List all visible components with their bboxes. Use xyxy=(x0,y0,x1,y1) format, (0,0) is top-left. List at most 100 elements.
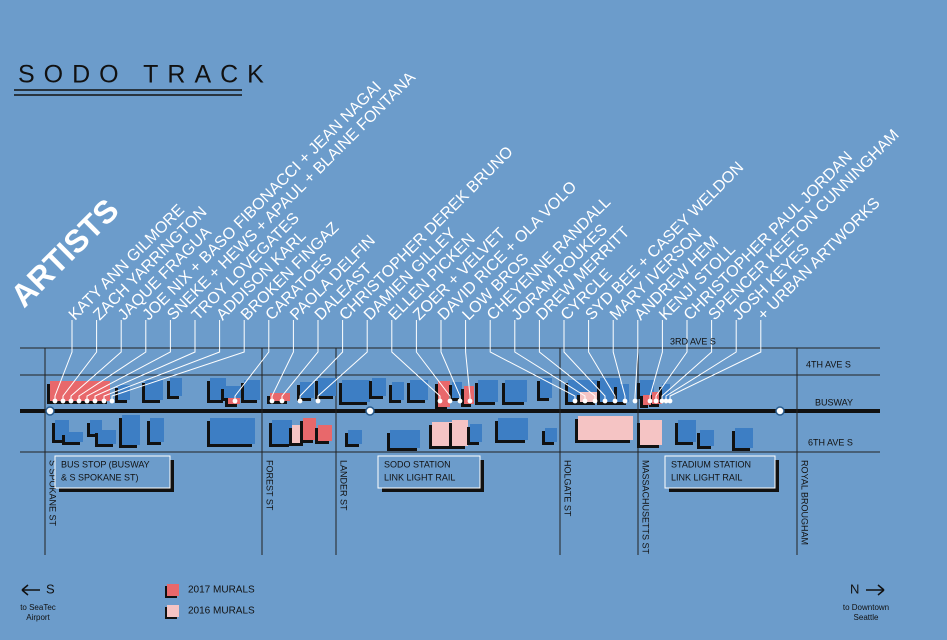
mural-dot xyxy=(92,398,98,404)
mural-dot xyxy=(68,398,74,404)
mural-dot xyxy=(457,398,463,404)
mural-dot xyxy=(467,398,473,404)
mural-building xyxy=(270,393,290,401)
mural-dot xyxy=(84,398,90,404)
mural-dot xyxy=(101,398,107,404)
building xyxy=(640,380,654,396)
leader-line xyxy=(665,320,737,400)
compass-south: S to SeaTec Airport xyxy=(20,581,56,622)
leader-line xyxy=(391,320,441,400)
building xyxy=(300,382,314,398)
leader-line xyxy=(103,320,221,400)
leader-line xyxy=(299,320,344,400)
mural-dot xyxy=(592,398,598,404)
mural-dot xyxy=(659,398,665,404)
legend: 2017 MURALS 2016 MURALS xyxy=(165,584,255,619)
mural-dot xyxy=(622,398,628,404)
building xyxy=(470,424,482,442)
cross-street-label: S SPOKANE ST xyxy=(48,460,58,527)
mural-building xyxy=(578,416,633,440)
cross-street-label: FOREST ST xyxy=(265,460,275,511)
leader-line xyxy=(489,320,576,400)
building xyxy=(122,415,140,445)
leader-line xyxy=(70,320,122,400)
building xyxy=(498,418,528,440)
cross-street-label: LANDER ST xyxy=(339,460,349,511)
station-marker xyxy=(45,406,55,416)
mural-building xyxy=(318,425,332,441)
mural-dot xyxy=(76,398,82,404)
station-box xyxy=(54,455,171,489)
mural-dot xyxy=(232,398,238,404)
mural-dot xyxy=(109,398,115,404)
leader-lines xyxy=(52,320,762,404)
building xyxy=(390,430,420,448)
building xyxy=(505,380,527,402)
mural-dot xyxy=(653,398,659,404)
station-box xyxy=(377,455,481,489)
leader-line xyxy=(514,320,586,400)
building xyxy=(678,420,696,442)
mural-building xyxy=(640,420,662,445)
leader-line xyxy=(588,320,616,400)
buildings xyxy=(47,378,753,451)
building xyxy=(65,432,83,442)
compass-note: to SeaTec xyxy=(20,603,56,612)
mural-dot xyxy=(602,398,608,404)
mural-building xyxy=(580,392,598,402)
leader-line xyxy=(271,320,294,400)
mural-dot xyxy=(437,398,443,404)
building xyxy=(410,380,428,400)
avenue-label: 3RD AVE S xyxy=(670,336,716,346)
mural-dot xyxy=(52,398,58,404)
mural-dot xyxy=(632,398,638,404)
leader-line xyxy=(563,320,606,400)
leader-line xyxy=(78,320,147,400)
mural-building xyxy=(452,420,468,446)
leader-line xyxy=(281,320,319,400)
station-label: SODO STATION xyxy=(384,459,451,469)
building xyxy=(478,380,498,402)
building xyxy=(210,418,255,444)
station-marker xyxy=(775,406,785,416)
leader-line xyxy=(317,320,368,400)
legend-swatch xyxy=(167,584,179,596)
leader-line xyxy=(415,320,451,400)
station-label: LINK LIGHT RAIL xyxy=(671,472,742,482)
mural-building xyxy=(464,386,474,404)
leader-line xyxy=(612,320,626,400)
mural-dot xyxy=(663,398,669,404)
mural-dot xyxy=(269,398,275,404)
building xyxy=(145,380,163,400)
leader-line xyxy=(86,320,171,400)
building xyxy=(342,380,370,402)
building xyxy=(170,378,182,396)
leader-line xyxy=(62,320,98,400)
leader-line xyxy=(465,320,471,400)
title-block: SODO TRACK xyxy=(14,61,273,96)
compass-note: Airport xyxy=(26,613,50,622)
streets xyxy=(20,347,880,555)
leader-line xyxy=(54,320,73,400)
leader-line xyxy=(661,320,713,400)
station-label: & S SPOKANE ST) xyxy=(61,472,139,482)
leader-line xyxy=(669,320,762,400)
station-label: BUS STOP (BUSWAY xyxy=(61,459,150,469)
mural-dot xyxy=(60,398,66,404)
building xyxy=(272,420,292,444)
mural-dot xyxy=(447,398,453,404)
leader-line xyxy=(655,320,688,400)
building xyxy=(617,384,629,402)
title: SODO TRACK xyxy=(18,61,273,89)
mural-dot xyxy=(297,398,303,404)
leader-line xyxy=(634,320,639,400)
mural-dot xyxy=(279,398,285,404)
avenue-label: 4TH AVE S xyxy=(806,359,851,369)
mural-building xyxy=(50,381,110,401)
mural-building xyxy=(432,422,454,446)
station-box xyxy=(664,455,776,489)
station-marker xyxy=(365,406,375,416)
leader-line xyxy=(234,320,270,400)
